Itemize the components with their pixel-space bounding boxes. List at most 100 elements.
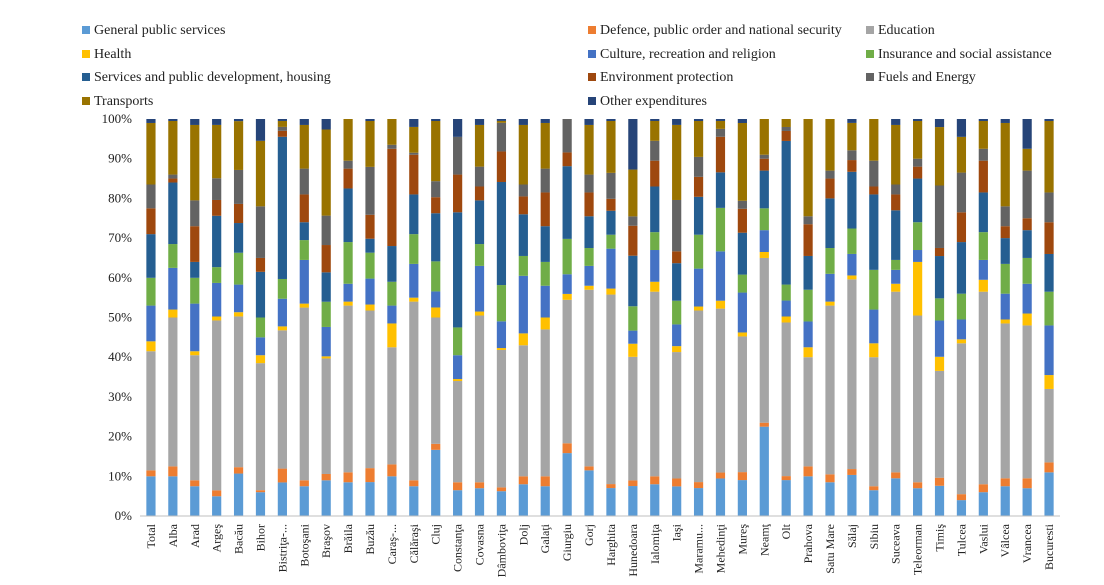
bar-giurgiu-fuels-and-energy [562, 119, 572, 153]
bar-total-transports [146, 122, 156, 185]
bar-valcea-defence-public-order-and-national-security [1000, 478, 1010, 487]
bar-harghita-other-expenditures [606, 119, 616, 121]
x-tick-label-cluj: Cluj [429, 524, 443, 545]
bar-vrancea-transports [1022, 148, 1032, 171]
bar-bihor-other-expenditures [255, 119, 266, 141]
bar-total-insurance-and-social-assistance [146, 277, 156, 306]
legend-label-fuels-and-energy: Fuels and Energy [878, 70, 976, 85]
x-tick-label-brasov: Braşov [319, 524, 333, 558]
bar-satu-mare-general-public-services [825, 482, 835, 516]
y-tick-label-7: 70% [108, 230, 132, 245]
bar-bistrita-services-and-public-development-housing [277, 136, 287, 279]
bar-satu-mare-health [825, 301, 835, 306]
bar-timis-culture-recreation-and-religion [934, 320, 945, 357]
bar-bistrita-culture-recreation-and-religion [277, 298, 287, 327]
bar-ialomita-services-and-public-development-housing [650, 186, 660, 233]
legend-swatch-other-expenditures [588, 97, 596, 105]
bar-arad-services-and-public-development-housing [190, 261, 200, 278]
bar-caras-transports [387, 119, 397, 145]
bar-suceava-environment-protection [891, 194, 901, 211]
bar-hunedoara-insurance-and-social-assistance [628, 306, 638, 331]
bar-teleorman-defence-public-order-and-national-security [913, 482, 923, 489]
bar-calarasi-services-and-public-development-housing [409, 194, 419, 235]
bar-maramu-services-and-public-development-housing [693, 196, 704, 235]
bar-alba-services-and-public-development-housing [168, 182, 178, 245]
bar-constanta-defence-public-order-and-national-security [453, 482, 463, 491]
bar-maramu-fuels-and-energy [693, 156, 704, 177]
bar-dolj-general-public-services [518, 484, 528, 516]
x-tick-label-alba: Alba [166, 523, 180, 547]
bar-gorj-culture-recreation-and-religion [584, 265, 594, 286]
bar-group-brasov [321, 119, 331, 516]
bar-arges-fuels-and-energy [212, 178, 222, 200]
bar-covasna-education [474, 315, 485, 483]
y-tick-label-0: 0% [115, 508, 133, 523]
bar-maramu-defence-public-order-and-national-security [693, 482, 704, 489]
y-tick-label-6: 60% [108, 270, 132, 285]
bar-mures-fuels-and-energy [737, 200, 747, 209]
bar-galati-transports [540, 122, 550, 169]
bar-cluj-health [431, 307, 441, 318]
y-tick-label-3: 30% [108, 389, 132, 404]
bar-olt-fuels-and-energy [781, 126, 791, 131]
bar-total-culture-recreation-and-religion [146, 305, 156, 342]
bar-iasi-environment-protection [672, 251, 682, 264]
x-tick-label-bihor: Bihor [253, 524, 267, 551]
bar-group-ialomita [650, 119, 660, 516]
bar-maramu-culture-recreation-and-religion [693, 268, 704, 307]
x-tick-label-galati: Galaţi [538, 523, 552, 553]
bar-dambovita-other-expenditures [496, 119, 507, 121]
bar-timis-transports [934, 127, 945, 186]
bar-iasi-health [672, 346, 682, 353]
bar-galati-insurance-and-social-assistance [540, 261, 550, 286]
bar-harghita-fuels-and-energy [606, 172, 616, 199]
bar-calarasi-environment-protection [409, 154, 419, 195]
bar-prahova-defence-public-order-and-national-security [803, 466, 813, 477]
bar-vrancea-fuels-and-energy [1022, 170, 1032, 219]
bar-mures-services-and-public-development-housing [737, 232, 747, 275]
bar-vrancea-services-and-public-development-housing [1022, 230, 1032, 258]
legend-label-environment-protection: Environment protection [600, 70, 733, 85]
bar-mehedinti-insurance-and-social-assistance [715, 207, 726, 252]
bar-brasov-fuels-and-energy [321, 215, 331, 246]
bar-giurgiu-culture-recreation-and-religion [562, 274, 572, 294]
bar-olt-environment-protection [781, 130, 791, 141]
legend-label-insurance-and-social-assistance: Insurance and social assistance [878, 47, 1052, 62]
bar-suceava-education [891, 291, 901, 473]
bar-suceava-culture-recreation-and-religion [891, 269, 901, 284]
bar-group-valcea [1000, 119, 1010, 516]
x-tick-label-bacau: Bacău [232, 524, 246, 554]
bar-ialomita-fuels-and-energy [650, 140, 660, 161]
bar-dambovita-culture-recreation-and-religion [496, 321, 507, 349]
bar-tulcea-fuels-and-energy [956, 172, 967, 213]
bar-group-maramu [693, 119, 704, 516]
bar-suceava-health [891, 283, 901, 292]
bar-salaj-health [847, 275, 857, 280]
x-tick-label-braila: Brăila [341, 523, 355, 553]
bar-galati-environment-protection [540, 192, 550, 227]
bar-caras-environment-protection [387, 148, 397, 247]
bar-brasov-education [321, 358, 331, 474]
bar-alba-environment-protection [168, 178, 178, 183]
bar-group-sibiu [869, 119, 879, 516]
bar-arad-culture-recreation-and-religion [190, 303, 200, 352]
x-tick-label-bistrita: Bistriţa-... [275, 524, 289, 572]
bar-group-bistrita [277, 119, 287, 516]
bar-bacau-environment-protection [233, 203, 244, 224]
bar-olt-transports [781, 119, 791, 127]
bar-neamt-transports [759, 119, 769, 155]
x-tick-label-teleorman: Teleorman [911, 524, 925, 575]
bar-bistrita-other-expenditures [277, 119, 287, 121]
x-tick-label-bucuresti: Bucuresti [1042, 523, 1056, 570]
bar-bucuresti-culture-recreation-and-religion [1044, 325, 1054, 376]
bar-harghita-general-public-services [606, 488, 616, 516]
legend-swatch-defence-public-order-and-national-security [588, 26, 596, 34]
bar-bucuresti-education [1044, 388, 1054, 463]
bar-arad-environment-protection [190, 226, 200, 262]
bar-giurgiu-environment-protection [562, 152, 572, 167]
bar-galati-fuels-and-energy [540, 168, 550, 193]
bar-vaslui-other-expenditures [978, 119, 988, 121]
bar-iasi-defence-public-order-and-national-security [672, 478, 682, 487]
bar-botosani-defence-public-order-and-national-security [299, 480, 309, 487]
bar-cluj-insurance-and-social-assistance [431, 261, 441, 292]
